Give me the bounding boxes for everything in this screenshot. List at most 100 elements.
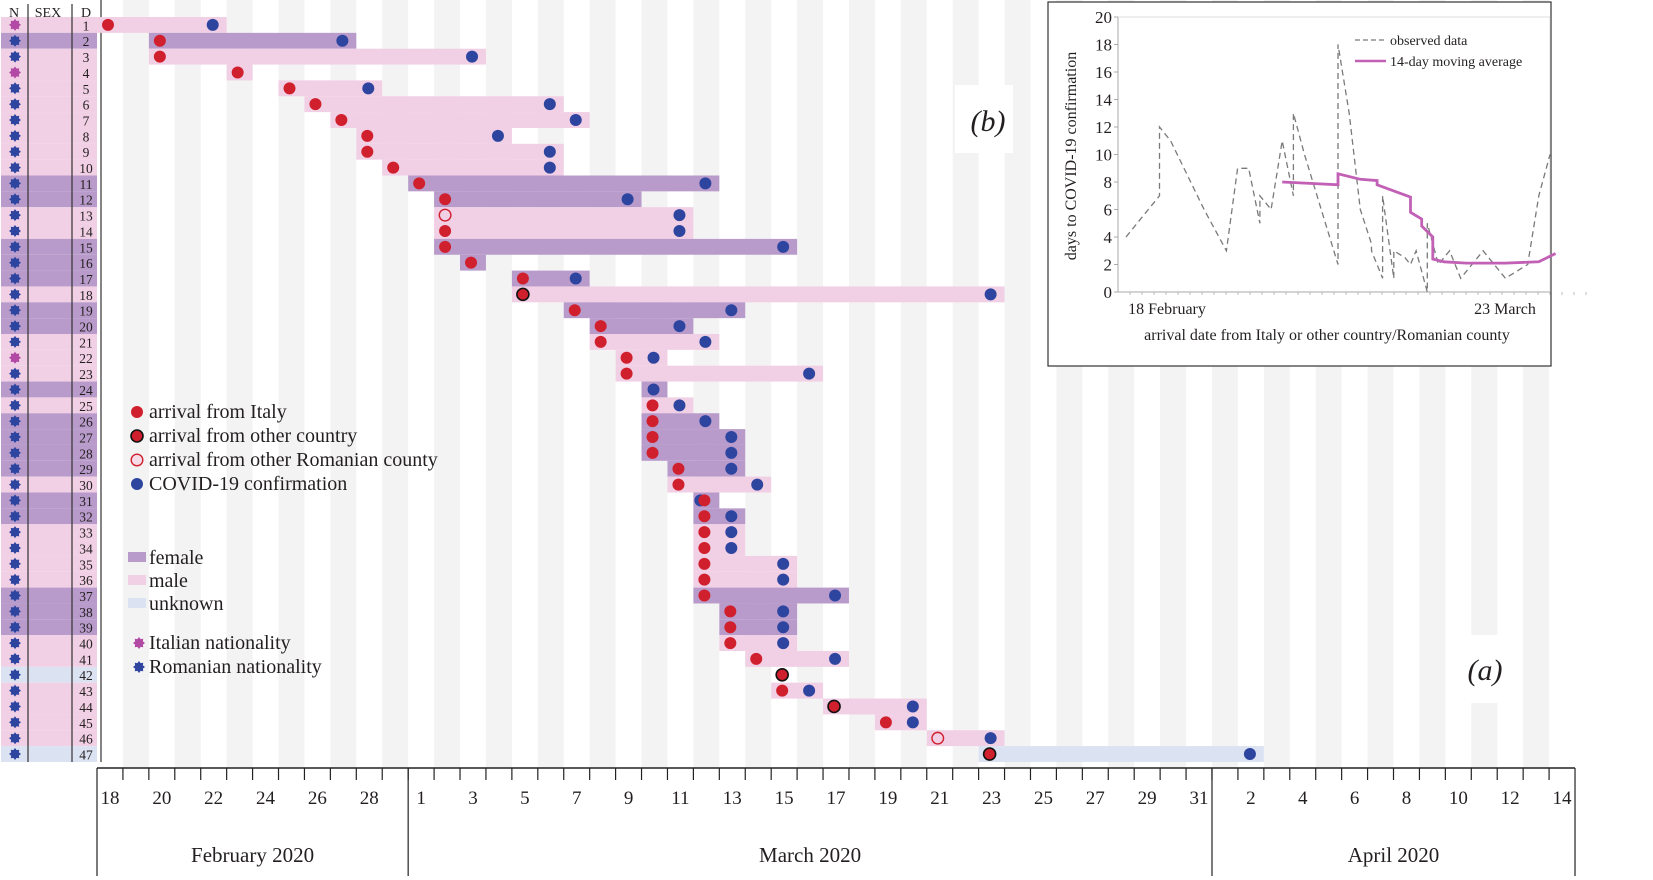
axis-tick-label: 28 bbox=[360, 788, 379, 809]
confirmation-marker bbox=[725, 526, 738, 539]
row-sex-band bbox=[1, 175, 97, 192]
case-number: 27 bbox=[79, 430, 93, 445]
arrival-italy-marker bbox=[646, 446, 659, 459]
row-sex-band bbox=[1, 714, 97, 731]
romanian-nationality-icon bbox=[9, 557, 21, 570]
month-label: February 2020 bbox=[191, 843, 314, 867]
row-sex-band bbox=[1, 508, 97, 525]
case-number: 30 bbox=[79, 478, 93, 493]
romanian-nationality-icon bbox=[9, 637, 21, 650]
row-sex-band bbox=[1, 381, 97, 398]
romanian-nationality-icon bbox=[9, 399, 21, 412]
legend-italian-icon bbox=[133, 637, 145, 649]
case-number: 11 bbox=[80, 177, 93, 192]
legend-label: unknown bbox=[149, 593, 223, 615]
case-number: 4 bbox=[83, 66, 90, 81]
confirmation-marker bbox=[725, 446, 738, 459]
inset-y-tick-label: 8 bbox=[1104, 173, 1113, 192]
romanian-nationality-icon bbox=[9, 462, 21, 475]
case-number: 1 bbox=[83, 18, 90, 33]
case-markers bbox=[102, 18, 1256, 761]
case-bar bbox=[278, 80, 383, 97]
confirmation-marker bbox=[673, 320, 686, 333]
arrival-italy-marker bbox=[594, 335, 607, 348]
row-sex-band bbox=[1, 666, 97, 683]
case-bar bbox=[641, 413, 720, 430]
romanian-nationality-icon bbox=[9, 494, 21, 507]
inset-xtick-end: 23 March bbox=[1474, 301, 1536, 318]
case-number: 31 bbox=[79, 494, 93, 509]
romanian-nationality-icon bbox=[9, 589, 21, 602]
confirmation-marker bbox=[647, 383, 660, 396]
confirmation-marker bbox=[569, 272, 582, 285]
arrival-romanian-county-marker bbox=[931, 731, 945, 745]
romanian-nationality-icon bbox=[9, 446, 21, 459]
legend-confirmation-icon bbox=[131, 478, 143, 490]
confirmation-marker bbox=[362, 82, 375, 95]
confirmation-marker bbox=[543, 145, 556, 158]
axis-tick-label: 19 bbox=[878, 788, 897, 809]
romanian-nationality-icon bbox=[9, 573, 21, 586]
romanian-nationality-icon bbox=[9, 304, 21, 317]
arrival-italy-marker bbox=[102, 18, 114, 31]
case-number: 5 bbox=[83, 82, 90, 97]
romanian-nationality-icon bbox=[9, 478, 21, 491]
day-stripe bbox=[537, 0, 564, 768]
arrival-italy-marker bbox=[672, 478, 685, 491]
inset-y-tick-label: 10 bbox=[1095, 146, 1112, 165]
arrival-italy-marker bbox=[776, 684, 789, 697]
case-bar bbox=[97, 17, 227, 33]
case-bar bbox=[926, 730, 1005, 747]
case-bar bbox=[148, 48, 486, 65]
day-stripe bbox=[226, 0, 253, 768]
panel-label-a: (a) bbox=[1468, 654, 1503, 687]
case-bar bbox=[641, 444, 746, 461]
panel-label-b: (b) bbox=[971, 105, 1006, 138]
romanian-nationality-icon bbox=[9, 748, 21, 760]
case-bar bbox=[356, 127, 512, 144]
axis-tick-label: 22 bbox=[204, 788, 223, 809]
case-number: 23 bbox=[79, 367, 93, 382]
arrival-other-country-marker bbox=[516, 287, 530, 302]
legend-label: Romanian nationality bbox=[149, 656, 322, 678]
arrival-italy-marker bbox=[698, 589, 711, 602]
row-sex-band bbox=[1, 460, 97, 477]
inset-y-tick-label: 0 bbox=[1104, 283, 1113, 302]
axis-tick-label: 14 bbox=[1553, 788, 1573, 809]
row-sex-band bbox=[1, 603, 97, 620]
romanian-nationality-icon bbox=[9, 367, 21, 380]
legend-unknown-swatch bbox=[128, 598, 146, 608]
case-number: 44 bbox=[79, 700, 93, 715]
row-sex-band bbox=[1, 587, 97, 604]
legend-label: arrival from other Romanian county bbox=[149, 449, 438, 471]
romanian-nationality-icon bbox=[9, 240, 21, 253]
confirmation-marker bbox=[699, 415, 712, 428]
inset-y-tick-label: 12 bbox=[1095, 118, 1112, 137]
row-sex-band bbox=[1, 143, 97, 160]
axis-tick-label: 1 bbox=[416, 788, 426, 809]
arrival-italy-marker bbox=[646, 399, 659, 412]
arrival-italy-marker bbox=[309, 98, 322, 111]
romanian-nationality-icon bbox=[9, 193, 21, 206]
case-bar bbox=[434, 238, 798, 255]
axis-tick-label: 13 bbox=[723, 788, 742, 809]
day-stripe bbox=[900, 0, 927, 768]
inset-y-tick-label: 14 bbox=[1095, 91, 1113, 110]
confirmation-marker bbox=[673, 209, 686, 222]
arrival-italy-marker bbox=[698, 526, 711, 539]
axis-tick-label: 29 bbox=[1138, 788, 1157, 809]
day-stripe bbox=[589, 0, 616, 768]
case-bar bbox=[434, 223, 694, 239]
row-sex-band bbox=[1, 540, 97, 556]
case-bar bbox=[511, 286, 1005, 303]
arrival-italy-marker bbox=[724, 621, 737, 634]
axis-tick-label: 31 bbox=[1190, 788, 1209, 809]
legend-female-swatch bbox=[128, 552, 146, 562]
axis-tick-label: 11 bbox=[671, 788, 689, 809]
case-number: 13 bbox=[79, 209, 93, 224]
row-sex-band bbox=[1, 444, 97, 461]
legend-label: female bbox=[149, 547, 204, 569]
axis-tick-label: 8 bbox=[1402, 788, 1412, 809]
day-stripe bbox=[797, 0, 824, 768]
arrival-italy-marker bbox=[335, 114, 348, 127]
